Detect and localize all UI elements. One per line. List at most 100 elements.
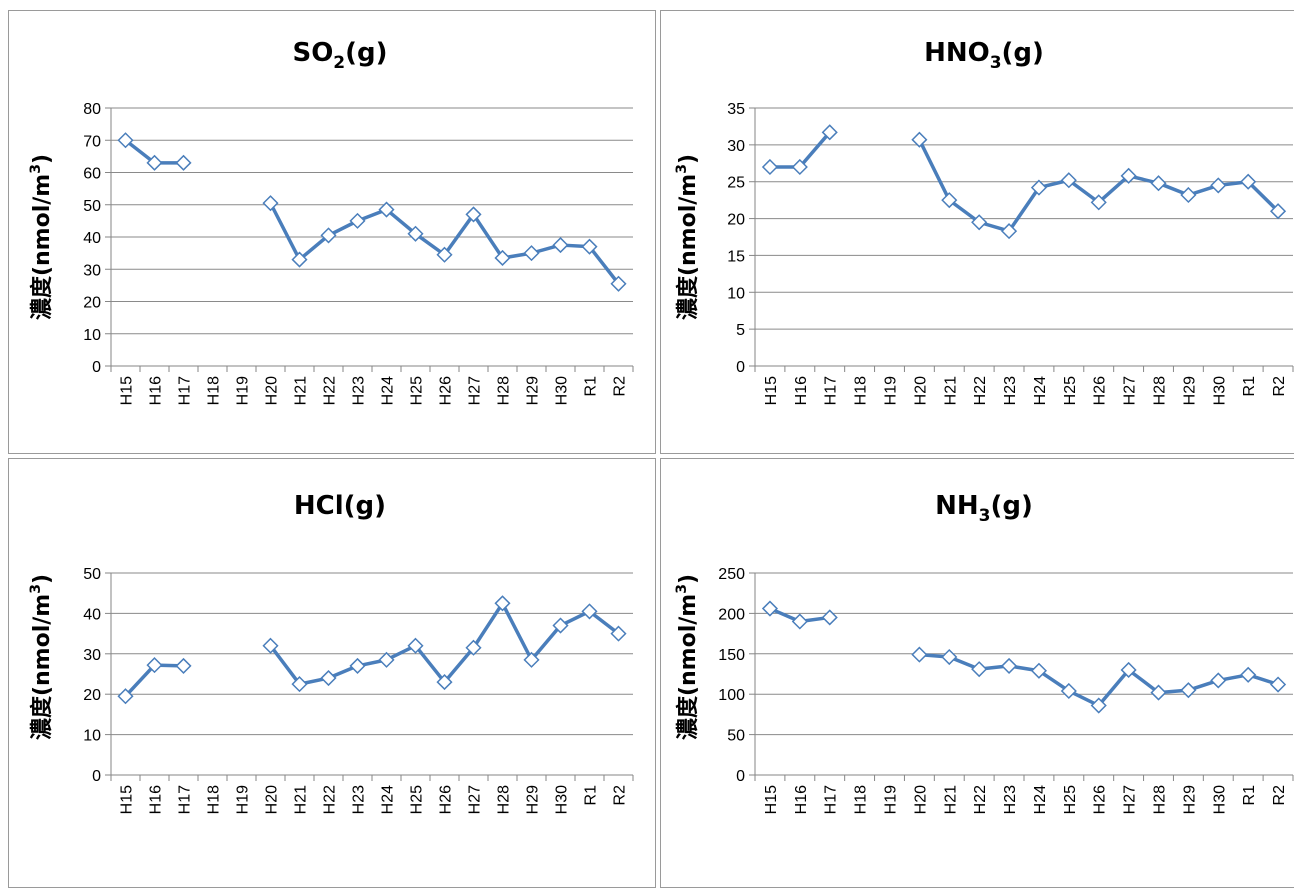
y-axis-label: 濃度(nmol/m3) [28, 154, 55, 320]
y-tick-label: 0 [92, 768, 101, 785]
x-tick-label: H24 [1032, 376, 1049, 405]
x-tick-label: H25 [1062, 376, 1079, 405]
x-tick-label: H19 [883, 376, 900, 405]
data-point [262, 637, 279, 654]
x-tick-label: H25 [409, 376, 426, 405]
data-point [1120, 661, 1137, 679]
x-tick-label: H15 [763, 376, 780, 405]
x-tick-label: H26 [1092, 376, 1109, 405]
x-tick-label: H28 [1152, 376, 1169, 405]
x-tick-label: H17 [823, 785, 840, 814]
data-point [407, 225, 424, 242]
data-point [1060, 172, 1077, 189]
data-point [175, 657, 192, 674]
data-point [941, 648, 958, 666]
x-tick-label: H21 [942, 785, 959, 814]
data-point [821, 124, 838, 141]
data-point [1000, 657, 1018, 674]
y-tick-label: 50 [727, 728, 745, 745]
data-point [378, 201, 395, 218]
y-tick-label: 0 [736, 768, 745, 785]
y-axis-label: 濃度(nmol/m3) [674, 574, 701, 740]
x-tick-label: H23 [1002, 785, 1019, 814]
x-tick-label: H17 [177, 785, 194, 814]
x-tick-label: H16 [793, 785, 810, 814]
data-point [1150, 684, 1167, 701]
y-tick-label: 0 [736, 359, 745, 376]
data-point [761, 158, 779, 176]
data-point [494, 595, 511, 612]
x-tick-label: H17 [823, 376, 840, 405]
chart-hno3: HNO3(g) 濃度(nmol/m3) 0 5 10 15 20 25 30 35 H15 H16 H1… [674, 38, 1294, 405]
data-point [1240, 173, 1257, 190]
x-tick-label: R2 [612, 376, 629, 397]
chart-title: NH3(g) [935, 491, 1033, 526]
data-point [1269, 676, 1287, 693]
y-tick-label: 20 [727, 212, 745, 229]
data-point [1090, 194, 1107, 211]
chart-panel-nh3: NH3(g) 濃度(nmol/m3) 0 50 100 150 200 250 H15 H16 H1… [660, 458, 1294, 888]
chart-panel-hcl: HCl(g) 濃度(nmol/m3) 0 10 20 30 40 50 H15 H16 H17 H18… [8, 458, 656, 888]
data-point [581, 603, 598, 620]
chart-panel-hno3: HNO3(g) 濃度(nmol/m3) 0 5 10 15 20 25 30 35 H15 H16 H1… [660, 10, 1294, 454]
x-tick-label: R1 [1241, 376, 1258, 397]
x-tick-label: H27 [1122, 785, 1139, 814]
x-tick-label: H21 [293, 376, 310, 405]
data-point [1150, 175, 1167, 192]
data-point [494, 249, 511, 267]
data-point [1090, 697, 1107, 714]
data-point [349, 657, 366, 674]
data-point [1180, 682, 1197, 699]
data-point [117, 132, 134, 149]
x-tick-label: H29 [1181, 376, 1198, 405]
y-tick-label: 35 [727, 101, 745, 118]
x-tick-label: H26 [1092, 785, 1109, 814]
y-tick-label: 60 [83, 166, 101, 183]
data-point [146, 657, 163, 674]
x-tick-label: H20 [912, 785, 929, 814]
x-tick-label: R2 [1271, 376, 1288, 397]
data-point [1000, 223, 1018, 240]
x-tick-label: H15 [119, 785, 136, 814]
x-tick-label: H21 [942, 376, 959, 405]
x-tick-label: H22 [972, 376, 989, 405]
x-tick-label: H19 [883, 785, 900, 814]
data-point [552, 617, 569, 634]
data-point [1210, 672, 1227, 689]
x-tick-label: H26 [438, 785, 455, 814]
y-tick-label: 80 [83, 101, 101, 118]
x-tick-label: H15 [763, 785, 780, 814]
x-tick-label: H22 [322, 785, 339, 814]
x-tick-label: R1 [583, 376, 600, 397]
x-tick-label: H20 [912, 376, 929, 405]
y-tick-label: 10 [83, 728, 101, 745]
x-tick-label: H22 [322, 376, 339, 405]
x-tick-label: H29 [1181, 785, 1198, 814]
x-tick-label: H19 [235, 376, 252, 405]
chart-so2: SO2(g) 濃度(nmol/m3) 0 10 20 30 40 50 60 70 80 H15 H16… [28, 38, 634, 405]
data-point [291, 676, 308, 693]
x-tick-label: H28 [496, 785, 513, 814]
data-point [1120, 167, 1137, 184]
x-tick-label: H23 [351, 376, 368, 405]
x-tick-label: R1 [1241, 785, 1258, 806]
data-point [523, 651, 540, 668]
data-point [378, 651, 395, 668]
x-tick-label: H25 [1062, 785, 1079, 814]
chart-title: HCl(g) [294, 491, 386, 521]
y-tick-label: 250 [718, 566, 745, 583]
data-point [761, 600, 779, 617]
data-point [911, 646, 928, 663]
x-tick-label: R1 [583, 785, 600, 806]
data-point [523, 245, 540, 262]
x-tick-label: H20 [264, 376, 281, 405]
x-tick-label: H30 [554, 785, 571, 814]
data-point [349, 212, 366, 229]
y-tick-label: 50 [83, 566, 101, 583]
x-tick-label: H25 [409, 785, 426, 814]
data-point [1210, 177, 1227, 194]
data-point [175, 154, 192, 171]
x-tick-label: H28 [496, 376, 513, 405]
data-point [821, 609, 838, 626]
y-tick-label: 30 [727, 138, 745, 155]
